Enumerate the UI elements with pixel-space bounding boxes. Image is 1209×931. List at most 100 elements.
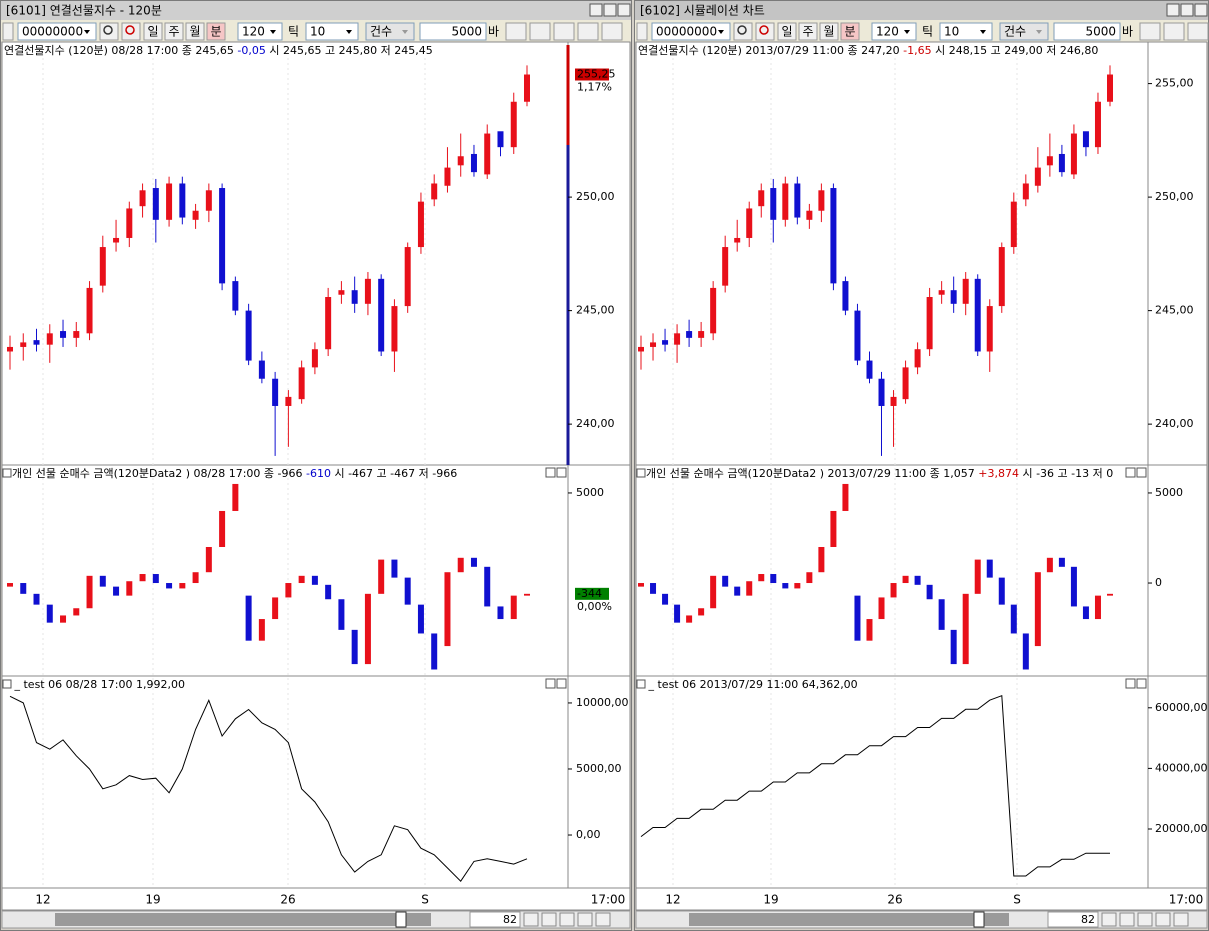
y-tick-label: 245,00 bbox=[1155, 304, 1194, 317]
y-tick-label: 255,00 bbox=[1155, 77, 1194, 90]
candle-body bbox=[1034, 572, 1041, 647]
window-button[interactable] bbox=[1180, 3, 1194, 17]
panel-toggle[interactable] bbox=[2, 679, 12, 689]
scroll-button[interactable] bbox=[1137, 912, 1153, 927]
x-tick-label: 12 bbox=[665, 893, 680, 907]
code-input-box[interactable] bbox=[17, 22, 97, 41]
scroll-button[interactable] bbox=[559, 912, 575, 927]
tool-button[interactable] bbox=[577, 22, 599, 41]
scroll-overview bbox=[55, 913, 431, 926]
panel-plot bbox=[635, 675, 1149, 889]
tick-input-box[interactable] bbox=[305, 22, 359, 41]
period-button[interactable] bbox=[143, 22, 163, 41]
period-button[interactable] bbox=[798, 22, 818, 41]
candle-body bbox=[662, 340, 669, 345]
price-tag-box bbox=[575, 587, 609, 600]
search-icon bbox=[737, 25, 747, 35]
scroll-left[interactable] bbox=[2, 22, 14, 41]
scroll-button[interactable] bbox=[1119, 912, 1135, 927]
panel-toggle[interactable] bbox=[636, 468, 646, 478]
y-tick-label: 20000,00 bbox=[1155, 822, 1208, 835]
period-button[interactable] bbox=[777, 22, 797, 41]
candle-body bbox=[698, 608, 705, 616]
scroll-button[interactable] bbox=[1155, 912, 1171, 927]
candle-body bbox=[722, 575, 729, 587]
candle-body bbox=[758, 190, 765, 207]
period-label: 월 bbox=[189, 25, 200, 39]
candle-body bbox=[152, 574, 159, 584]
scroll-left[interactable] bbox=[636, 22, 648, 41]
window-button[interactable] bbox=[617, 3, 631, 17]
candle-body bbox=[73, 608, 80, 616]
x-axis bbox=[1, 887, 631, 911]
interval-input-box[interactable] bbox=[871, 22, 917, 41]
window-button[interactable] bbox=[603, 3, 617, 17]
code-input: 00000000 bbox=[22, 25, 83, 39]
tool-button[interactable] bbox=[553, 22, 575, 41]
period-button[interactable] bbox=[819, 22, 839, 41]
period-button[interactable] bbox=[840, 22, 860, 41]
count-input-box[interactable] bbox=[419, 22, 487, 41]
candle-body bbox=[1058, 557, 1065, 567]
panel-close-button[interactable] bbox=[556, 467, 567, 478]
panel-plot bbox=[1, 675, 569, 889]
scroll-button[interactable] bbox=[541, 912, 557, 927]
count-input: 5000 bbox=[451, 25, 482, 39]
window-button[interactable] bbox=[1166, 3, 1180, 17]
candle-body bbox=[1022, 183, 1029, 200]
panel-min-button[interactable] bbox=[1125, 678, 1136, 689]
header-part: -0,05 bbox=[237, 44, 265, 57]
scroll-button[interactable] bbox=[1173, 912, 1189, 927]
period-button[interactable] bbox=[206, 22, 226, 41]
tool-button[interactable] bbox=[1163, 22, 1185, 41]
tool-button[interactable] bbox=[529, 22, 551, 41]
window-button[interactable] bbox=[1194, 3, 1208, 17]
scroll-thumb[interactable] bbox=[395, 911, 407, 928]
candle-body bbox=[950, 290, 957, 304]
tool-button[interactable] bbox=[505, 22, 527, 41]
tool-button[interactable] bbox=[1187, 22, 1209, 41]
tick-input-box[interactable] bbox=[939, 22, 993, 41]
panel-close-button[interactable] bbox=[1136, 467, 1147, 478]
code-input-box[interactable] bbox=[651, 22, 731, 41]
candle-body bbox=[417, 604, 424, 634]
candle-body bbox=[1010, 604, 1017, 634]
period-button[interactable] bbox=[164, 22, 184, 41]
tool-button[interactable] bbox=[601, 22, 623, 41]
panel-min-button[interactable] bbox=[545, 467, 556, 478]
candle-body bbox=[1082, 131, 1089, 148]
scroll-button[interactable] bbox=[523, 912, 539, 927]
count-type-box[interactable] bbox=[365, 22, 415, 41]
interval-input-box[interactable] bbox=[237, 22, 283, 41]
count-type-box[interactable] bbox=[999, 22, 1049, 41]
scroll-button[interactable] bbox=[577, 912, 593, 927]
candle-body bbox=[878, 597, 885, 620]
count-input-box[interactable] bbox=[1053, 22, 1121, 41]
candle-body bbox=[830, 510, 837, 547]
header-part: 개인 선물 순매수 금액(120분Data2 ) 2013/07/29 11:0… bbox=[646, 467, 978, 480]
header-part: 0 _ test 06 08/28 17:00 1,992,00 bbox=[4, 678, 185, 691]
panel-close-button[interactable] bbox=[1136, 678, 1147, 689]
candle-body bbox=[470, 557, 477, 567]
panel-min-button[interactable] bbox=[1125, 467, 1136, 478]
panel-toggle[interactable] bbox=[2, 468, 12, 478]
clear-icon bbox=[759, 25, 769, 35]
panel-close-button[interactable] bbox=[556, 678, 567, 689]
panel-toggle[interactable] bbox=[636, 679, 646, 689]
panel-header: 개인 선물 순매수 금액(120분Data2 ) 2013/07/29 11:0… bbox=[646, 467, 1113, 480]
candle-body bbox=[510, 595, 517, 620]
candle-body bbox=[1058, 153, 1065, 173]
scroll-thumb[interactable] bbox=[973, 911, 985, 928]
candle-body bbox=[298, 575, 305, 584]
window-button[interactable] bbox=[589, 3, 603, 17]
candle-body bbox=[1046, 156, 1053, 166]
scroll-button[interactable] bbox=[595, 912, 611, 927]
tool-button[interactable] bbox=[1139, 22, 1161, 41]
period-button[interactable] bbox=[185, 22, 205, 41]
candle-body bbox=[1010, 201, 1017, 248]
count-type: 건수 bbox=[370, 25, 392, 39]
panel-min-button[interactable] bbox=[545, 678, 556, 689]
scroll-button[interactable] bbox=[1101, 912, 1117, 927]
candle-body bbox=[99, 575, 106, 587]
